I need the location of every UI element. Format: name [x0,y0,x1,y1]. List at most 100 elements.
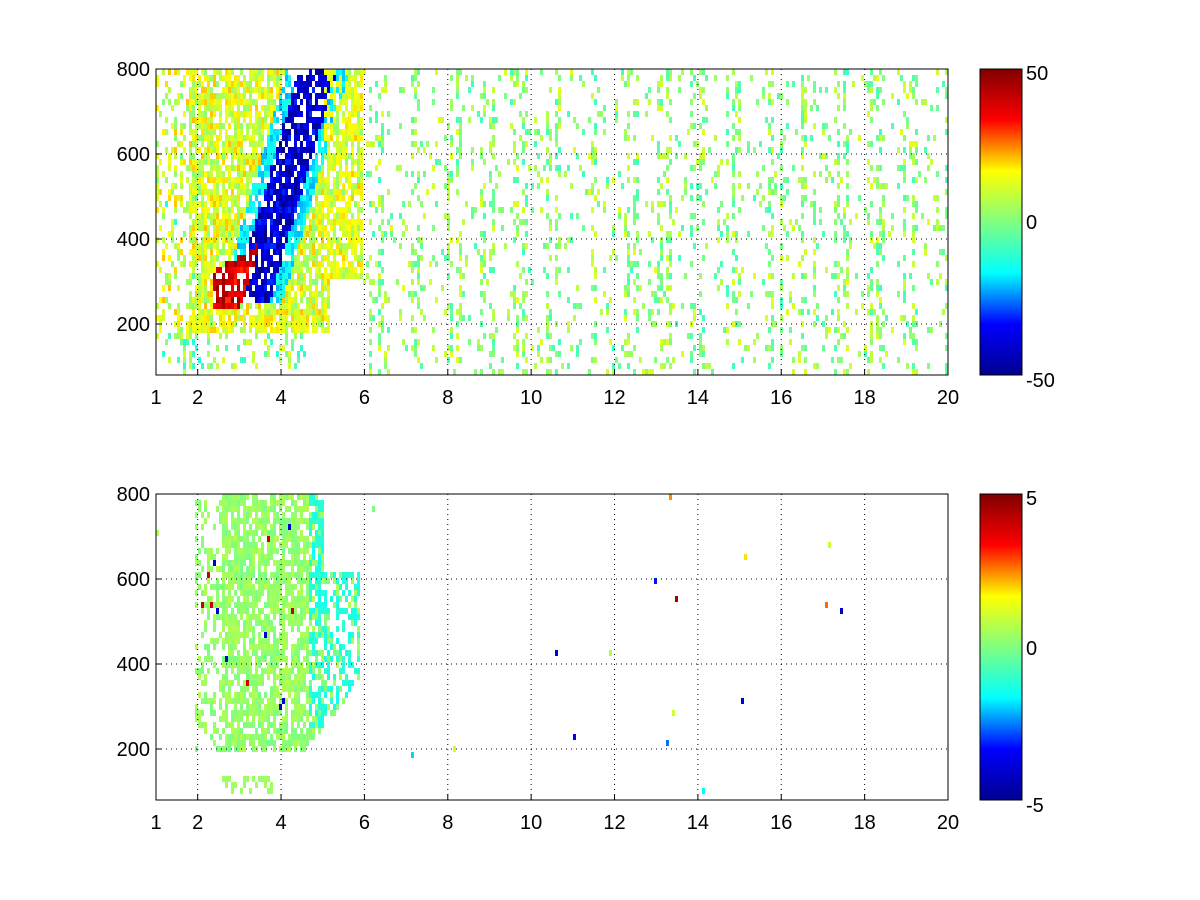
top-heatmap-cell [216,147,219,153]
top-heatmap-cell [372,141,375,147]
bottom-heatmap-cell [291,686,294,692]
top-heatmap-cell [459,135,462,141]
top-heatmap-cell [690,261,693,267]
top-heatmap-cell [369,279,372,285]
top-heatmap-cell [357,189,360,195]
top-heatmap-cell [219,315,222,321]
top-heatmap-cell [225,249,228,255]
top-heatmap-cell [879,345,882,351]
top-heatmap-cell [945,165,948,171]
top-heatmap-cell [192,249,195,255]
top-heatmap-cell [291,153,294,159]
top-heatmap-cell [279,213,282,219]
top-heatmap-cell [303,93,306,99]
top-heatmap-cell [738,129,741,135]
bottom-heatmap-cell [258,548,261,554]
bottom-heatmap-cell [291,716,294,722]
top-heatmap-cell [867,177,870,183]
top-heatmap-cell [270,255,273,261]
top-heatmap-cell [546,303,549,309]
top-heatmap-cell [459,231,462,237]
top-heatmap-cell [555,195,558,201]
top-heatmap-cell [945,369,948,375]
top-heatmap-cell [216,201,219,207]
top-heatmap-cell [747,141,750,147]
top-heatmap-cell [201,213,204,219]
top-heatmap-cell [867,159,870,165]
top-heatmap-cell [189,93,192,99]
bottom-heatmap-cell [285,572,288,578]
top-heatmap-cell [666,69,669,75]
top-heatmap-cell [726,327,729,333]
bottom-heatmap-cell [216,596,219,602]
top-heatmap-cell [288,231,291,237]
top-heatmap-cell [447,303,450,309]
top-heatmap-cell [483,93,486,99]
top-heatmap-cell [228,237,231,243]
top-heatmap-cell [291,249,294,255]
top-heatmap-cell [666,339,669,345]
top-heatmap-cell [327,321,330,327]
top-heatmap-cell [903,165,906,171]
top-heatmap-cell [813,261,816,267]
top-heatmap-cell [339,207,342,213]
top-heatmap-cell [225,237,228,243]
top-heatmap-cell [306,255,309,261]
top-heatmap-cell [726,237,729,243]
top-heatmap-cell [537,351,540,357]
top-heatmap-cell [702,153,705,159]
top-heatmap-cell [270,231,273,237]
bottom-heatmap-cell [264,584,267,590]
top-heatmap-cell [240,255,243,261]
top-heatmap-cell [381,303,384,309]
bottom-heatmap-cell [234,656,237,662]
top-heatmap-cell [546,147,549,153]
bottom-heatmap-cell [213,644,216,650]
top-heatmap-cell [621,69,624,75]
top-heatmap-cell [336,153,339,159]
top-heatmap-cell [849,243,852,249]
top-heatmap-cell [303,177,306,183]
top-heatmap-cell [348,69,351,75]
top-heatmap-cell [234,93,237,99]
bottom-heatmap-cell [261,590,264,596]
top-heatmap-cell [801,273,804,279]
bottom-heatmap-cell [249,674,252,680]
bottom-heatmap-cell [264,620,267,626]
top-heatmap-cell [192,231,195,237]
top-heatmap-cell [177,69,180,75]
top-heatmap-cell [261,117,264,123]
top-heatmap-cell [189,201,192,207]
top-heatmap-cell [831,177,834,183]
bottom-heatmap-cell [285,710,288,716]
bottom-heatmap-cell [282,632,285,638]
bottom-heatmap-cell [249,614,252,620]
top-heatmap-cell [321,189,324,195]
top-heatmap-cell [846,171,849,177]
bottom-heatmap-cell [288,506,291,512]
top-heatmap-cell [279,357,282,363]
top-heatmap-cell [270,315,273,321]
top-heatmap-cell [714,171,717,177]
top-heatmap-cell [456,171,459,177]
top-heatmap-cell [675,207,678,213]
top-heatmap-cell [213,105,216,111]
top-heatmap-cell [882,219,885,225]
top-heatmap-cell [309,207,312,213]
top-heatmap-cell [339,93,342,99]
top-heatmap-cell [246,99,249,105]
top-heatmap-cell [456,87,459,93]
top-heatmap-cell [336,87,339,93]
top-heatmap-cell [246,195,249,201]
bottom-heatmap-cell [222,680,225,686]
top-heatmap-cell [222,285,225,291]
bottom-heatmap-cell [231,788,234,794]
bottom-heatmap-cell [210,566,213,572]
top-heatmap-cell [594,99,597,105]
top-heatmap-cell [381,141,384,147]
top-heatmap-cell [339,69,342,75]
top-heatmap-cell [546,369,549,375]
top-heatmap-cell [192,315,195,321]
top-heatmap-cell [516,315,519,321]
top-heatmap-cell [630,69,633,75]
